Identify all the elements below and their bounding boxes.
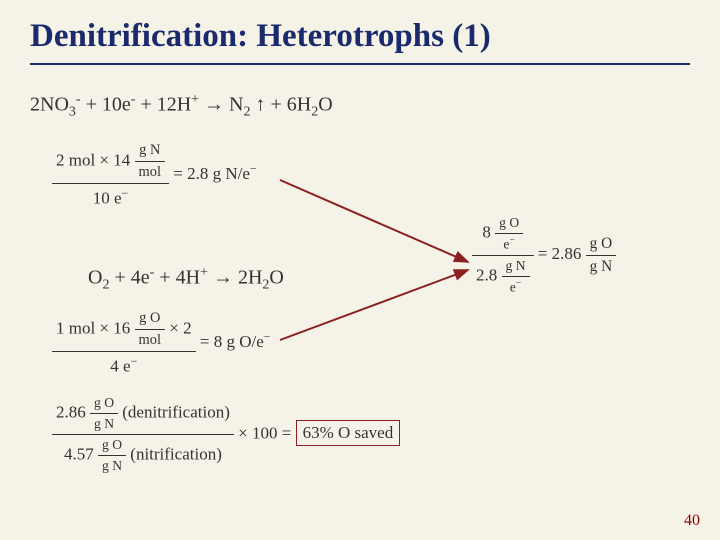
species: H (297, 94, 311, 116)
subscript: 3 (69, 105, 76, 120)
subscript: 2 (244, 105, 251, 120)
denominator: e− (502, 277, 530, 296)
numerator: 2.86 g Og N (denitrification) (52, 395, 234, 435)
species: O (269, 267, 283, 289)
coef: 4 (176, 267, 186, 289)
denominator: g N (98, 456, 126, 474)
coef: 2 (30, 94, 40, 116)
page-number: 40 (684, 512, 700, 530)
calc-oxygen-saved: 2.86 g Og N (denitrification) 4.57 g Og … (52, 395, 400, 474)
text: 1 mol × 16 (56, 318, 135, 337)
calc-oxygen-per-electron: 1 mol × 16 g Omol × 2 4 e− = 8 g O/e− (52, 310, 270, 377)
species: e (141, 267, 150, 289)
slide-title: Denitrification: Heterotrophs (1) (0, 0, 720, 63)
denominator: 4.57 g Og N (nitrification) (52, 435, 234, 474)
coef: 6 (287, 94, 297, 116)
equation-oxygen-reduction: O2 + 4e- + 4H+ → 2H2O (88, 265, 284, 294)
species: H (186, 267, 200, 289)
inner-fraction: g Og N (98, 437, 126, 474)
equation-denitrification: 2NO3- + 10e- + 12H+ → N2 ↑ + 6H2O (30, 92, 333, 121)
coef: 12 (157, 94, 177, 116)
superscript: − (131, 354, 138, 368)
text: × 2 (165, 318, 192, 337)
equals: = 2.86 (538, 244, 586, 263)
numerator: 1 mol × 16 g Omol × 2 (52, 310, 196, 352)
result-fraction: g Og N (586, 235, 617, 276)
inner-fraction: g Omol (135, 310, 165, 349)
superscript: + (191, 92, 199, 107)
calc-nitrogen-per-electron: 2 mol × 14 g Nmol 10 e− = 2.8 g N/e− (52, 142, 257, 209)
numerator: g O (98, 437, 126, 456)
plus: + (154, 267, 175, 289)
inner-fraction: g Og N (90, 395, 118, 432)
fraction: 2 mol × 14 g Nmol 10 e− (52, 142, 169, 209)
text: 2.86 (56, 402, 90, 421)
superscript: − (509, 236, 514, 246)
label: (denitrification) (118, 402, 230, 421)
denominator: 2.8 g Ne− (472, 256, 534, 296)
species: O (318, 94, 332, 116)
reaction-arrow: → (199, 94, 229, 116)
superscript: − (122, 186, 129, 200)
numerator: 2 mol × 14 g Nmol (52, 142, 169, 184)
coef: 2 (238, 267, 248, 289)
species: e (122, 94, 131, 116)
denominator: 4 e− (52, 352, 196, 377)
superscript: − (516, 279, 521, 289)
reaction-arrow: → (208, 267, 238, 289)
text: 8 (482, 223, 495, 242)
denominator: mol (135, 330, 165, 349)
times-100: × 100 = (238, 423, 295, 442)
numerator: g O (135, 310, 165, 330)
arrow-line-2 (280, 270, 468, 340)
fraction: 2.86 g Og N (denitrification) 4.57 g Og … (52, 395, 234, 474)
text: 4 e (110, 357, 130, 376)
superscript: + (200, 265, 208, 280)
denominator: 10 e− (52, 184, 169, 209)
plus: + (81, 94, 102, 116)
numerator: g O (495, 215, 523, 234)
superscript: − (264, 330, 271, 344)
denominator: g N (90, 414, 118, 432)
numerator: g O (586, 235, 617, 256)
numerator: 8 g Oe− (472, 215, 534, 256)
numerator: g N (502, 258, 530, 277)
text: 4.57 (64, 444, 98, 463)
species: O (88, 267, 102, 289)
text: 10 e (93, 189, 122, 208)
plus: + (135, 94, 156, 116)
denominator: g N (586, 256, 617, 276)
arrow-line-1 (280, 180, 468, 262)
plus: + (271, 94, 287, 116)
result-box: 63% O saved (296, 420, 401, 446)
species: H (177, 94, 191, 116)
species: H (248, 267, 262, 289)
label: (nitrification) (126, 444, 222, 463)
inner-fraction: g Ne− (502, 258, 530, 296)
coef: 10 (102, 94, 122, 116)
fraction: 1 mol × 16 g Omol × 2 4 e− (52, 310, 196, 377)
numerator: g O (90, 395, 118, 414)
text: 2 mol × 14 (56, 150, 135, 169)
fraction: 8 g Oe− 2.8 g Ne− (472, 215, 534, 295)
gas-arrow-icon: ↑ (251, 94, 271, 116)
coef: 4 (131, 267, 141, 289)
plus: + (109, 267, 130, 289)
inner-fraction: g Nmol (135, 142, 165, 181)
title-underline (30, 63, 690, 65)
denominator: mol (135, 162, 165, 181)
equals-result: = 8 g O/e (200, 332, 264, 351)
inner-fraction: g Oe− (495, 215, 523, 253)
equals-result: = 2.8 g N/e (173, 164, 250, 183)
denominator: e− (495, 234, 523, 253)
text: 2.8 (476, 265, 502, 284)
species: NO (40, 94, 69, 116)
calc-oxygen-per-nitrogen: 8 g Oe− 2.8 g Ne− = 2.86 g Og N (472, 215, 616, 295)
species: N (229, 94, 243, 116)
superscript: − (250, 162, 257, 176)
numerator: g N (135, 142, 165, 162)
